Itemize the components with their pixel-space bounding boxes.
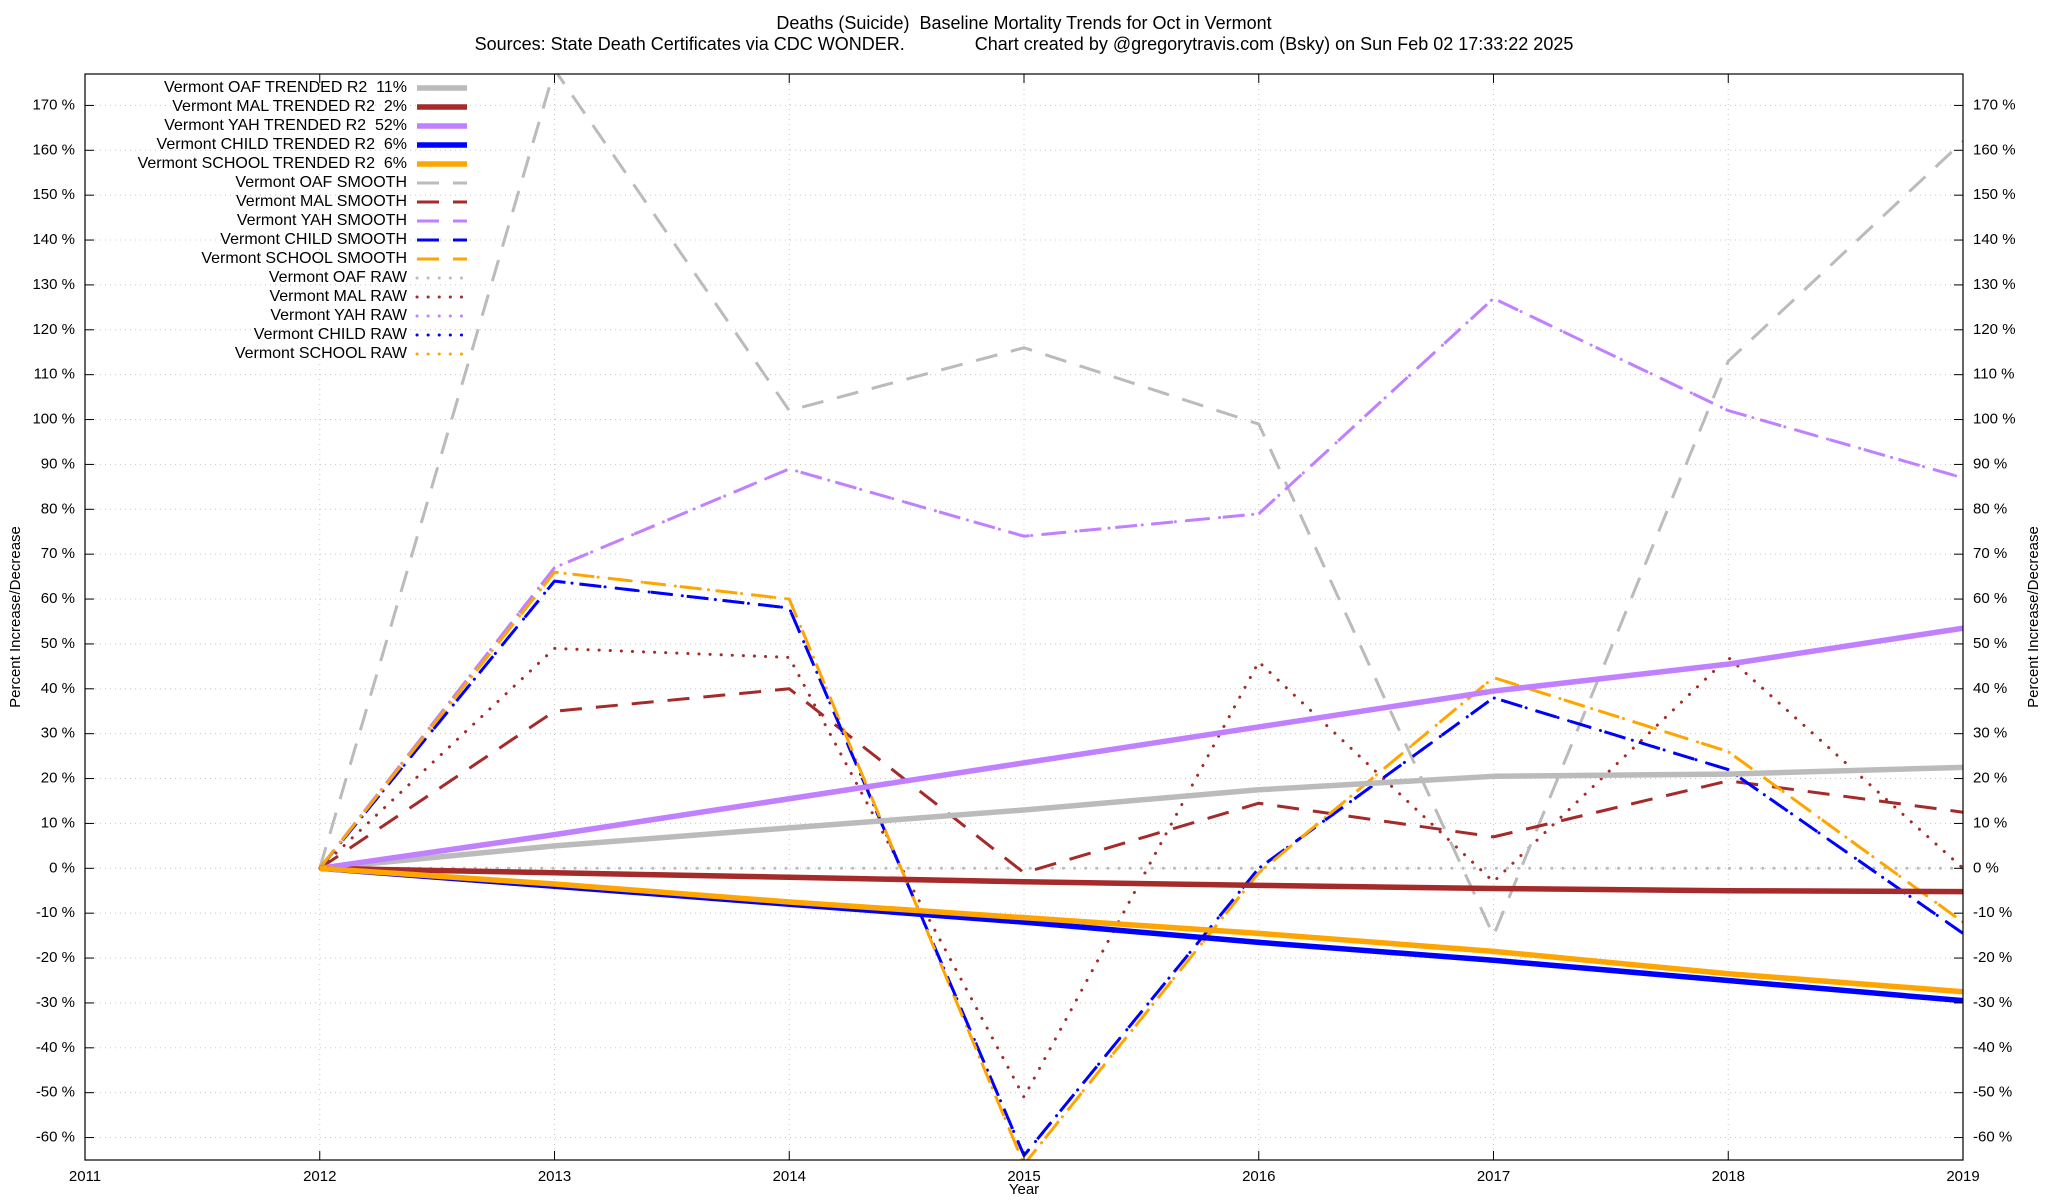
- y2-tick-label: 110 %: [1973, 366, 2014, 383]
- legend-label: Vermont OAF RAW: [269, 269, 408, 286]
- chart-subtitle: Sources: State Death Certificates via CD…: [475, 34, 1574, 54]
- y2-tick-label: 120 %: [1973, 321, 2016, 338]
- y-tick-label: 70 %: [41, 545, 75, 562]
- y2-tick-label: 160 %: [1973, 141, 2016, 158]
- legend-label: Vermont CHILD TRENDED R2 6%: [157, 136, 407, 153]
- y-tick-label: 170 %: [32, 96, 75, 113]
- y2-tick-label: 150 %: [1973, 186, 2016, 203]
- y-tick-label: 130 %: [32, 276, 75, 293]
- legend-label: Vermont MAL SMOOTH: [236, 193, 407, 210]
- x-tick-label: 2018: [1712, 1168, 1745, 1185]
- y2-tick-label: 70 %: [1973, 545, 2007, 562]
- legend-label: Vermont SCHOOL SMOOTH: [201, 250, 407, 267]
- y2-tick-label: 170 %: [1973, 96, 2016, 113]
- y-tick-label: 100 %: [32, 411, 75, 428]
- x-axis-label: Year: [1009, 1181, 1039, 1198]
- series-line: [318, 74, 1963, 938]
- y2-tick-label: -50 %: [1973, 1084, 2012, 1101]
- y2-tick-label: 100 %: [1973, 411, 2016, 428]
- y2-tick-label: -10 %: [1973, 904, 2012, 921]
- legend-label: Vermont CHILD RAW: [254, 326, 408, 343]
- axes: 2011 2012 2013 2014 2015 2016 2017 2018 2019 -60 …: [32, 74, 2016, 1185]
- y-tick-label: -50 %: [36, 1084, 75, 1101]
- x-tick-label: 2012: [303, 1168, 336, 1185]
- y2-axis-label: Percent Increase/Decrease: [2025, 526, 2042, 708]
- y2-tick-label: -60 %: [1973, 1129, 2012, 1146]
- y2-tick-label: 10 %: [1973, 814, 2007, 831]
- legend-label: Vermont YAH TRENDED R2 52%: [164, 117, 407, 134]
- y2-tick-label: 30 %: [1973, 725, 2007, 742]
- legend-label: Vermont MAL RAW: [269, 288, 407, 305]
- y-tick-label: 30 %: [41, 725, 75, 742]
- series-line: [318, 296, 1963, 870]
- y-tick-label: 20 %: [41, 770, 75, 787]
- y-tick-label: 160 %: [32, 141, 75, 158]
- y-tick-label: 40 %: [41, 680, 75, 697]
- y-axis-label: Percent Increase/Decrease: [7, 526, 24, 708]
- series-line: [318, 570, 1963, 1160]
- series-line: [319, 764, 1963, 872]
- x-tick-label: 2016: [1242, 1168, 1275, 1185]
- series-line: [319, 625, 1963, 872]
- y-tick-label: 90 %: [41, 455, 75, 472]
- x-tick-label: 2015: [1007, 1168, 1040, 1185]
- legend-label: Vermont OAF SMOOTH: [235, 174, 407, 191]
- y-tick-label: 10 %: [41, 814, 75, 831]
- y-tick-label: -60 %: [36, 1129, 75, 1146]
- y2-tick-label: 50 %: [1973, 635, 2007, 652]
- legend: Vermont OAF TRENDED R2 11% Vermont MAL TR…: [138, 79, 469, 362]
- series-line: [318, 579, 1963, 1158]
- legend-label: Vermont YAH SMOOTH: [237, 212, 407, 229]
- y2-tick-label: 90 %: [1973, 455, 2007, 472]
- legend-label: Vermont SCHOOL RAW: [235, 345, 408, 362]
- y2-tick-label: 0 %: [1973, 859, 1999, 876]
- y-tick-label: 60 %: [41, 590, 75, 607]
- y-tick-label: -10 %: [36, 904, 75, 921]
- plot-area: [318, 74, 1963, 1160]
- y2-tick-label: 60 %: [1973, 590, 2007, 607]
- legend-label: Vermont MAL TRENDED R2 2%: [172, 98, 407, 115]
- legend-label: Vermont CHILD SMOOTH: [220, 231, 407, 248]
- series-line: [319, 865, 1963, 995]
- x-tick-label: 2014: [773, 1168, 806, 1185]
- y-tick-label: -30 %: [36, 994, 75, 1011]
- series-line: [318, 646, 1963, 1099]
- x-tick-label: 2017: [1477, 1168, 1510, 1185]
- y2-tick-label: -30 %: [1973, 994, 2012, 1011]
- y2-tick-label: 40 %: [1973, 680, 2007, 697]
- series-line: [319, 865, 1963, 895]
- chart-title: Deaths (Suicide) Baseline Mortality Tren…: [776, 13, 1271, 33]
- y-tick-label: -40 %: [36, 1039, 75, 1056]
- y-tick-label: 140 %: [32, 231, 75, 248]
- legend-label: Vermont OAF TRENDED R2 11%: [164, 79, 407, 96]
- y2-tick-label: 80 %: [1973, 500, 2007, 517]
- y2-tick-label: 20 %: [1973, 770, 2007, 787]
- x-tick-label: 2011: [69, 1168, 101, 1185]
- y-tick-label: 110 %: [34, 366, 75, 383]
- y-tick-label: 120 %: [32, 321, 75, 338]
- legend-label: Vermont YAH RAW: [270, 307, 408, 324]
- y2-tick-label: -40 %: [1973, 1039, 2012, 1056]
- y-tick-label: 150 %: [32, 186, 75, 203]
- y2-tick-label: -20 %: [1973, 949, 2012, 966]
- y-tick-label: 0 %: [49, 859, 75, 876]
- y-tick-label: -20 %: [36, 949, 75, 966]
- x-tick-label: 2019: [1946, 1168, 1979, 1185]
- y2-tick-label: 140 %: [1973, 231, 2016, 248]
- y2-tick-label: 130 %: [1973, 276, 2016, 293]
- x-tick-label: 2013: [538, 1168, 571, 1185]
- series-line: [318, 687, 1963, 875]
- legend-label: Vermont SCHOOL TRENDED R2 6%: [138, 155, 407, 172]
- y-tick-label: 80 %: [41, 500, 75, 517]
- y-tick-label: 50 %: [41, 635, 75, 652]
